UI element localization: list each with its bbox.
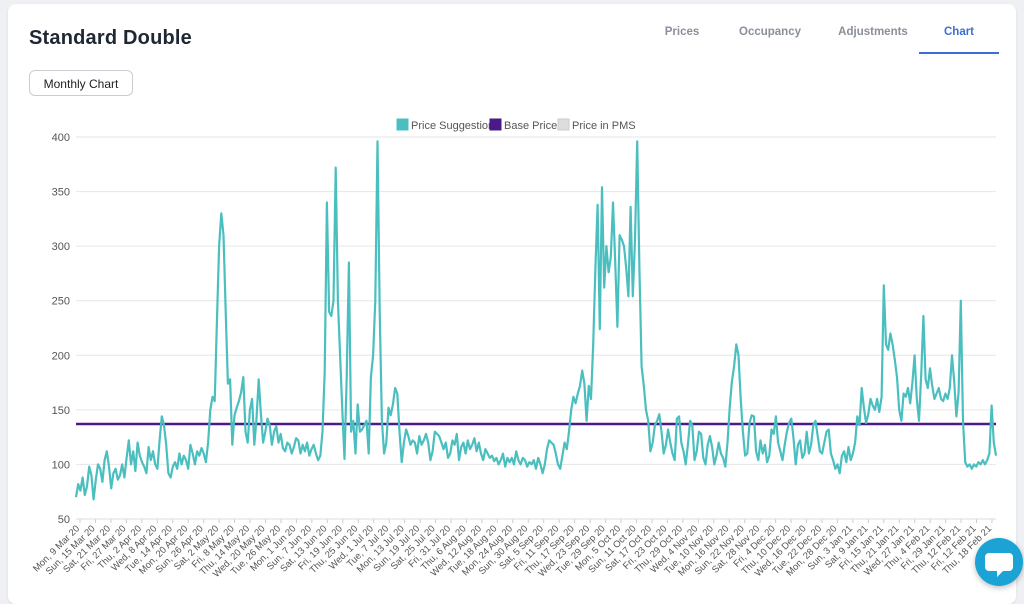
price-chart: 50 100 150 200 250 300 350 400 Mon, 9 Mar 20Sun… (31, 118, 998, 580)
y-tick-label: 400 (52, 132, 70, 144)
tab-adjustments[interactable]: Adjustments (838, 26, 908, 38)
chart-grid (76, 136, 996, 520)
chat-bubble-icon (985, 553, 1013, 577)
y-tick-label: 350 (52, 187, 70, 199)
tab-occupancy[interactable]: Occupancy (739, 26, 801, 38)
series-layer (74, 140, 998, 501)
price-suggestion-line (74, 140, 998, 501)
tab-chart[interactable]: Chart (919, 14, 999, 54)
legend-swatch (396, 118, 409, 131)
y-tick-label: 200 (52, 350, 70, 362)
y-tick-label: 150 (52, 405, 70, 417)
tab-prices[interactable]: Prices (664, 26, 700, 38)
chart-legend: Price Suggestion Base Price Price in PMS (396, 118, 636, 132)
y-tick-label: 100 (52, 459, 70, 471)
legend-swatch (557, 118, 570, 131)
legend-item: Price in PMS (557, 118, 636, 132)
legend-label: Price Suggestion (411, 120, 494, 132)
legend-swatch (489, 118, 502, 131)
legend-item: Base Price (489, 118, 557, 132)
main-card (8, 4, 1016, 604)
page-title: Standard Double (29, 27, 193, 49)
y-axis: 50 100 150 200 250 300 350 400 (52, 132, 70, 526)
y-tick-label: 300 (52, 241, 70, 253)
legend-label: Base Price (504, 120, 557, 132)
y-tick-label: 50 (58, 514, 70, 526)
legend-label: Price in PMS (572, 120, 636, 132)
monthly-chart-button[interactable]: Monthly Chart (29, 70, 133, 96)
legend-item: Price Suggestion (396, 118, 494, 132)
y-tick-label: 250 (52, 296, 70, 308)
chat-button[interactable] (975, 538, 1023, 586)
